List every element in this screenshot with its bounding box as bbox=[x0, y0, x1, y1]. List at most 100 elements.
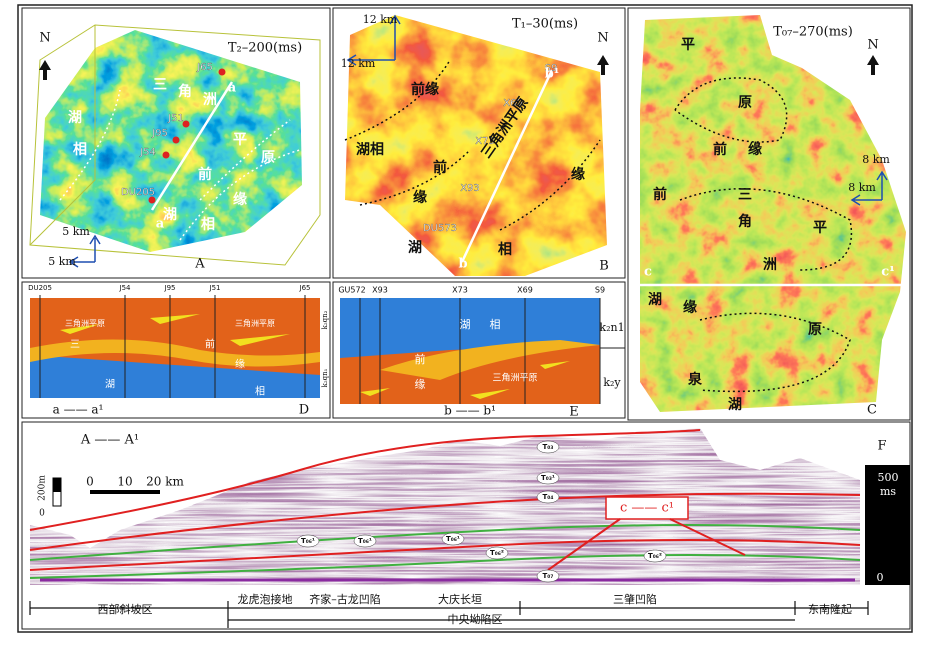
facies-label: 原 bbox=[808, 322, 822, 338]
section-end: c bbox=[644, 265, 652, 280]
facies-label: 湖 bbox=[68, 110, 82, 126]
well-label: J51 bbox=[209, 284, 221, 292]
section-d bbox=[30, 295, 320, 412]
horizon-label: T₀₆¹ bbox=[301, 537, 315, 545]
well-label: GU572 bbox=[338, 286, 365, 295]
map-c bbox=[640, 15, 906, 412]
facies-label: 前 bbox=[653, 186, 667, 203]
panel-label: C bbox=[867, 403, 877, 418]
strata-label: k₂qn₂ bbox=[321, 310, 329, 329]
facies-label: 三 bbox=[70, 340, 80, 351]
horizon-badge bbox=[536, 490, 560, 504]
strata-label: k₂y bbox=[603, 376, 621, 389]
scale-label: 8 km bbox=[848, 181, 876, 194]
well-label: J54 bbox=[119, 284, 132, 292]
panel-label: D bbox=[299, 403, 309, 418]
section-label: a —— a¹ bbox=[53, 403, 104, 417]
facies-label: 平 bbox=[813, 220, 827, 236]
facies-label: 角 bbox=[178, 83, 192, 100]
scale-label: 12 km bbox=[341, 57, 376, 70]
region-label: 东南隆起 bbox=[808, 602, 852, 616]
well-label: J95 bbox=[164, 284, 176, 292]
horizon-badge bbox=[536, 471, 560, 485]
facies-label: 三 bbox=[738, 187, 752, 203]
horizon-label: T₀₆² bbox=[648, 552, 662, 560]
facies-label: 原 bbox=[261, 150, 275, 166]
facies-label: 三角洲平原 bbox=[235, 318, 275, 328]
well-label: J65 bbox=[196, 62, 213, 73]
scale-label: 500 bbox=[878, 471, 899, 484]
facies-label: 平 bbox=[233, 132, 247, 148]
facies-label: 缘 bbox=[571, 166, 585, 183]
facies-label: 湖 bbox=[460, 318, 471, 331]
well-label: X93 bbox=[460, 183, 480, 194]
strata-label: k₂qn₁ bbox=[321, 368, 329, 387]
region-label: 齐家–古龙凹陷 bbox=[309, 592, 381, 606]
well-label: J95 bbox=[151, 128, 168, 139]
facies-label: 相 bbox=[498, 241, 512, 258]
scale-label: 5 km bbox=[48, 255, 76, 268]
facies-label: 缘 bbox=[415, 378, 426, 391]
scale-label: 0 bbox=[86, 475, 94, 489]
region-label: 大庆长垣 bbox=[438, 592, 482, 606]
facies-label: 平 bbox=[681, 37, 695, 53]
section-label: A —— A¹ bbox=[80, 433, 139, 448]
panel-label: B bbox=[599, 259, 609, 274]
north-label: N bbox=[39, 31, 50, 46]
facies-label: 湖 bbox=[728, 397, 742, 413]
facies-label: 前 bbox=[205, 338, 215, 351]
horizon-label: T₀₇ bbox=[543, 572, 554, 580]
north-label: N bbox=[597, 31, 608, 46]
horizon-label: T₁–30(ms) bbox=[512, 17, 578, 32]
horizon-badge bbox=[536, 569, 560, 583]
facies-label: 湖 bbox=[163, 207, 177, 223]
well-label: S9 bbox=[595, 286, 605, 295]
facies-label: 湖相 bbox=[356, 141, 384, 158]
well-label: DU205 bbox=[121, 187, 155, 198]
facies-label: 湖 bbox=[408, 240, 422, 256]
facies-label: 洲 bbox=[203, 92, 217, 108]
strata-label: k₂n1 bbox=[599, 321, 624, 334]
panel-label: E bbox=[569, 405, 579, 420]
facies-label: 缘 bbox=[235, 358, 245, 371]
horizon-badge bbox=[296, 534, 320, 548]
outer-frame bbox=[17, 4, 913, 633]
well-label: DU205 bbox=[28, 284, 52, 292]
horizon-badge bbox=[353, 534, 377, 548]
facies-label: 三角洲平原 bbox=[65, 318, 105, 328]
facies-label: 前 bbox=[415, 352, 426, 366]
section-end: a bbox=[156, 217, 165, 232]
horizon-label: T₀₆¹ bbox=[446, 535, 460, 543]
well-label: X93 bbox=[372, 286, 388, 295]
facies-label: 前 bbox=[198, 166, 212, 183]
region-label: 三肇凹陷 bbox=[613, 592, 657, 606]
facies-label: 缘 bbox=[413, 189, 427, 206]
facies-label: 洲 bbox=[763, 257, 777, 273]
horizon-badge bbox=[485, 546, 509, 560]
scale-label: 20 km bbox=[146, 475, 184, 489]
scale-label: 0 bbox=[39, 509, 45, 519]
region-label: 龙虎泡接地 bbox=[238, 592, 293, 606]
horizon-badge bbox=[441, 532, 465, 546]
well-label: DU573 bbox=[423, 223, 457, 234]
facies-label: 泉 bbox=[688, 371, 703, 388]
well-label: J54 bbox=[139, 147, 156, 158]
section-end: c¹ bbox=[881, 265, 895, 280]
north-label: N bbox=[867, 38, 878, 53]
well-label: X69 bbox=[517, 286, 533, 295]
horizon-badge bbox=[536, 440, 560, 454]
horizon-label: T₀₄ bbox=[543, 493, 554, 501]
well-label: X73 bbox=[475, 136, 495, 147]
facies-label: 前 bbox=[433, 159, 447, 176]
section-end: a bbox=[228, 81, 237, 96]
callout-label: c —— c¹ bbox=[620, 501, 674, 516]
facies-label: 缘 bbox=[748, 141, 762, 158]
facies-label: 湖 bbox=[648, 292, 662, 308]
facies-label: 前缘 bbox=[411, 81, 439, 98]
facies-label: 相 bbox=[255, 385, 265, 398]
facies-label: 相 bbox=[201, 216, 215, 233]
facies-label: 缘 bbox=[233, 191, 247, 208]
well-label: J51 bbox=[167, 113, 184, 124]
scale-label: 200m bbox=[38, 475, 48, 501]
